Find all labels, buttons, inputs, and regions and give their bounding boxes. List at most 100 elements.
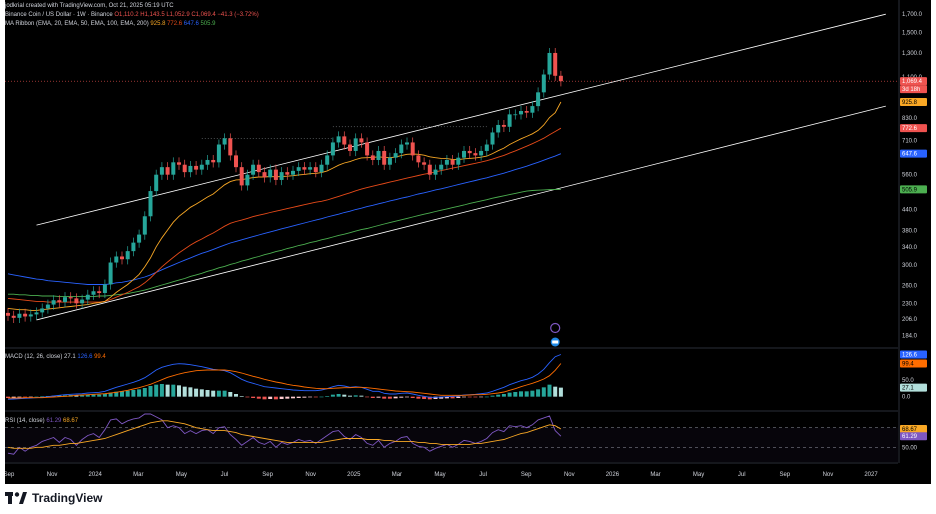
candle-body [462,150,466,158]
macd-histogram-bar [262,396,267,400]
rsi-legend[interactable]: RSI (14, close) 61.29 68.67 [5,418,78,424]
macd-histogram-bar [40,396,45,397]
rsi-pane [7,413,562,455]
ohlc-values: O1,110.2 H1,143.5 L1,052.9 C1,069.4 −41.… [114,12,259,18]
author-line: jodkrial created with TradingView.com, O… [5,3,174,9]
macd-histogram-bar [558,387,563,397]
time-tick-label: Sep [521,472,532,478]
macd-pane [6,354,563,400]
candle-body [131,242,136,252]
candle-body [80,299,85,304]
candle-body [484,144,489,151]
macd-histogram-bar [530,390,535,397]
macd-signal-line [8,363,562,399]
macd-histogram-bar [439,396,444,399]
candle-body [262,172,267,178]
macd-histogram-bar [444,396,449,399]
time-tick-label: Jul [479,472,487,478]
macd-histogram-bar [467,396,472,398]
candle-body [427,164,432,175]
chart-canvas[interactable]: 1,700.01,500.01,300.01,100.0830.0710.056… [5,0,931,484]
candle-body [199,164,204,170]
candle-body [251,164,256,175]
macd-histogram-bar [216,390,221,397]
price-tag-label: 3d 18h [902,87,920,93]
candle-body [188,165,193,173]
candle-body [125,251,130,260]
ema20-line [7,101,562,311]
macd-histogram-bar [34,396,39,398]
candle-body [308,167,313,170]
symbol-legend[interactable]: Binance Coin / US Dollar · 1W · Binance … [5,12,259,18]
candle-body [313,167,318,173]
candle-body [239,167,244,186]
price-tag-label: 925.8 [902,100,918,106]
candle-body [393,153,398,158]
macd-tag-label: 27.1 [902,386,914,392]
candle-body [541,74,546,93]
macd-histogram-bar [490,395,495,397]
tradingview-logo-icon [5,492,27,504]
candle-body [387,157,392,165]
tradingview-footer[interactable]: TradingView [5,488,102,508]
macd-histogram-bar [125,390,130,397]
time-tick-label: Mar [133,472,143,478]
time-tick-label: 2025 [347,472,361,478]
macd-histogram-bar [199,389,204,397]
macd-histogram-bar [23,396,28,398]
price-tick-label: 830.0 [902,116,918,122]
macd-histogram-bar [365,396,370,398]
candle-body [319,164,324,173]
candle-body [194,165,199,170]
candle-body [530,106,535,113]
candle-body [467,150,472,154]
macd-histogram-bar [519,391,523,397]
time-tick-label: May [693,472,704,478]
price-tags: 1,069.4 3d 18h 925.8 772.6 647.6 505.9 126.6 99… [900,77,927,441]
candle-body [102,284,107,294]
time-tick-label: May [176,472,187,478]
macd-legend[interactable]: MACD (12, 26, close) 27.1 126.6 99.4 [5,354,106,360]
ribbon-legend[interactable]: MA Ribbon (EMA, 20, EMA, 50, EMA, 100, E… [5,21,215,27]
macd-histogram-bar [410,396,415,398]
candle-body [154,174,159,192]
macd-tag-badge [900,350,927,359]
macd-histogram-bar [330,394,335,397]
candle-body [171,162,176,175]
time-tick-label: 2024 [89,472,103,478]
macd-histogram-bar [28,396,33,398]
candle-body [325,155,330,165]
macd-tag-label: 99.4 [902,362,914,368]
macd-histogram-bar [251,396,256,398]
time-tick-label: Nov [564,472,575,478]
candle-body [11,315,16,318]
candle-body [142,216,147,235]
macd-histogram-bar [285,396,290,399]
candle-body [558,75,563,82]
candle-body [302,167,307,170]
candle-body [536,92,541,107]
price-tag-badge [900,185,927,194]
dividend-event-icon [550,322,561,334]
macd-histogram-bar [462,396,466,398]
macd-histogram-bar [108,392,113,397]
tradingview-logo-text: TradingView [32,491,103,505]
macd-signal-value: 99.4 [94,354,106,360]
ema200-line [8,188,561,298]
candle-body [34,312,39,315]
macd-histogram-bar [211,390,216,397]
macd-histogram-bar [17,396,22,398]
candle-body [479,150,484,156]
chart-area[interactable]: 1,700.01,500.01,300.01,100.0830.0710.056… [5,0,931,484]
macd-histogram-bar [148,386,153,397]
rsi-label: RSI (14, close) [5,418,45,424]
price-tick-label: 560.0 [902,173,918,179]
time-tick-label: Sep [262,472,273,478]
macd-histogram-bar [137,389,142,397]
lower-channel-line [36,105,886,321]
candle-body [439,164,444,170]
time-tick-label: Nov [47,472,58,478]
macd-histogram-bar [239,396,244,397]
macd-tick-label: 0.0 [902,395,911,401]
price-tick-label: 1,700.0 [902,12,923,18]
